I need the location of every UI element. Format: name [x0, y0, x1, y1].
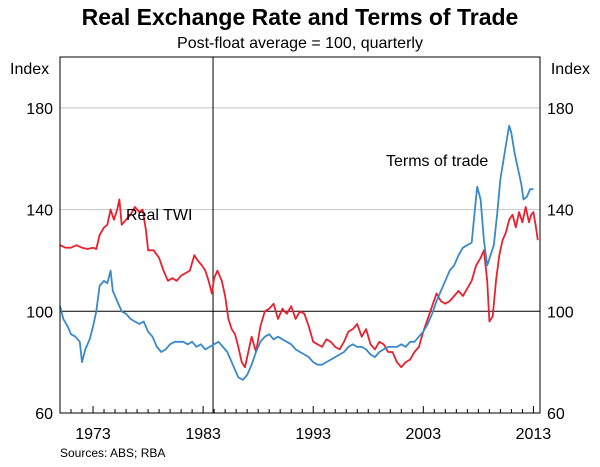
y-axis-label-right: Index: [551, 61, 590, 78]
series-label-terms-of-trade: Terms of trade: [386, 153, 488, 170]
chart-title: Real Exchange Rate and Terms of Trade: [81, 4, 519, 30]
y-tick-right-100: 100: [547, 304, 574, 321]
x-tick-1983: 1983: [185, 426, 221, 443]
reference-lines: [60, 57, 540, 413]
plot-frame: [59, 56, 541, 414]
series-label-real-twi: Real TWI: [126, 207, 192, 224]
source-note: Sources: ABS; RBA: [60, 446, 166, 460]
y-tick-left-180: 180: [26, 101, 53, 118]
series-line-terms-of-trade: [59, 124, 534, 381]
y-tick-left-100: 100: [26, 304, 53, 321]
series-line-real-twi: [59, 198, 539, 369]
y-axis-label-left: Index: [10, 61, 49, 78]
x-tick-1993: 1993: [295, 426, 331, 443]
x-tick-1973: 1973: [75, 426, 111, 443]
y-tick-right-180: 180: [547, 101, 574, 118]
y-tick-left-60: 60: [35, 406, 53, 423]
x-tick-2013: 2013: [516, 426, 552, 443]
y-tick-right-60: 60: [547, 406, 565, 423]
axis-ticks: 60 60 100 100 140 140 180 180 1973 1983 1993 2003 20…: [26, 101, 574, 443]
y-tick-right-140: 140: [547, 203, 574, 220]
x-tick-2003: 2003: [406, 426, 442, 443]
gridlines: [60, 107, 540, 211]
y-tick-left-140: 140: [26, 203, 53, 220]
chart-subtitle: Post-float average = 100, quarterly: [177, 35, 423, 52]
series-lines: [59, 124, 539, 381]
